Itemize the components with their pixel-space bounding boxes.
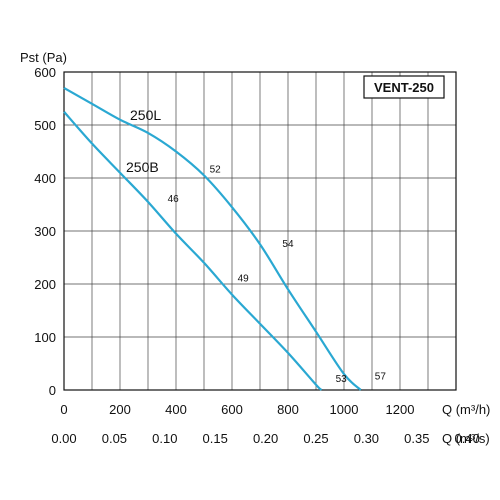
x2-tick-label: 0.00 (51, 431, 76, 446)
noise-level-label: 54 (282, 239, 294, 250)
x2-tick-label: 0.35 (404, 431, 429, 446)
chart-curves: 250L 250B (63, 86, 362, 391)
series-label-250B: 250B (126, 159, 159, 175)
y-tick-label: 0 (49, 383, 56, 398)
x-tick-label: 1200 (386, 402, 415, 417)
chart-annotations: 52 54 57 46 49 53 (168, 165, 387, 385)
x-tick-label: 0 (60, 402, 67, 417)
series-label-250L: 250L (130, 107, 161, 123)
y-tick-label: 200 (34, 277, 56, 292)
x2-axis-title: Q (m³/s) (442, 431, 490, 446)
x2-tick-label: 0.40 (455, 431, 480, 446)
x-tick-label: 400 (165, 402, 187, 417)
chart-grid (64, 72, 456, 390)
series-line-250L (63, 86, 362, 391)
model-badge-text: VENT-250 (374, 80, 434, 95)
x-tick-label: 600 (221, 402, 243, 417)
x-tick-label: 800 (277, 402, 299, 417)
chart-ticks: 0 100 200 300 400 500 600 0 200 400 600 800 1000 1200… (34, 65, 480, 446)
x-tick-label: 1000 (330, 402, 359, 417)
y-tick-label: 300 (34, 224, 56, 239)
x2-tick-label: 0.05 (102, 431, 127, 446)
model-badge-box (363, 75, 445, 99)
y-tick-label: 500 (34, 118, 56, 133)
plot-frame (63, 71, 457, 391)
y-tick-label: 400 (34, 171, 56, 186)
noise-level-label: 46 (168, 194, 180, 205)
y-tick-label: 600 (34, 65, 56, 80)
x2-tick-label: 0.25 (303, 431, 328, 446)
noise-level-label: 52 (210, 165, 222, 176)
y-axis-title: Pst (Pa) (20, 50, 67, 65)
x-axis-title: Q (m³/h) (442, 402, 490, 417)
x2-tick-label: 0.20 (253, 431, 278, 446)
x-tick-label: 200 (109, 402, 131, 417)
series-line-250B (63, 111, 323, 391)
model-badge: VENT-250 (363, 75, 445, 99)
noise-level-label: 53 (336, 374, 348, 385)
x2-tick-label: 0.30 (354, 431, 379, 446)
x2-tick-label: 0.10 (152, 431, 177, 446)
y-tick-label: 100 (34, 330, 56, 345)
noise-level-label: 49 (238, 273, 250, 284)
x2-tick-label: 0.15 (203, 431, 228, 446)
noise-level-label: 57 (375, 371, 387, 382)
